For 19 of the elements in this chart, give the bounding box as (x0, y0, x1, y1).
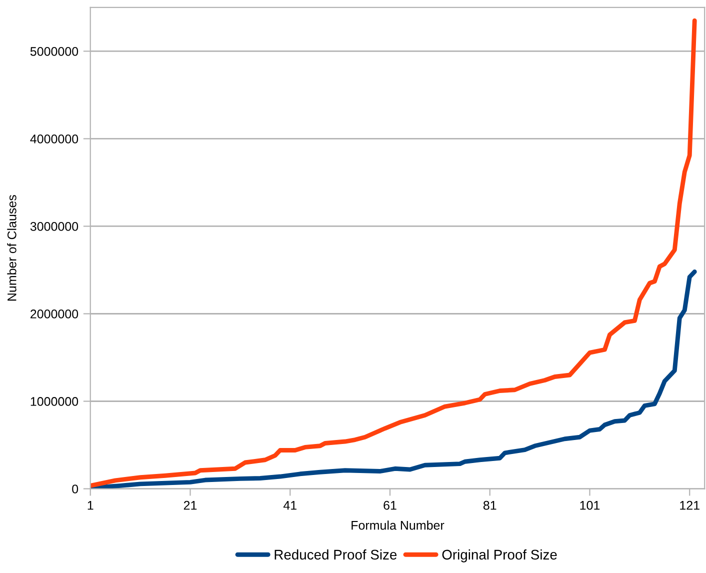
y-axis-title: Number of Clauses (7, 195, 16, 301)
y-tick-label: 1000000 (30, 397, 78, 406)
y-tick-label: 2000000 (30, 310, 78, 318)
y-tick-label: 0 (72, 484, 78, 494)
x-tick-label: 1 (88, 501, 94, 510)
x-tick-label: 21 (184, 500, 197, 510)
line-series (90, 270, 697, 489)
x-axis-title: Formula Number (352, 520, 444, 530)
line-series (90, 18, 697, 488)
x-tick-label: 101 (580, 500, 600, 510)
x-tick-label: 41 (283, 501, 296, 510)
y-tick-label: 3000000 (30, 222, 78, 231)
legend-label: Reduced Proof Size (274, 549, 397, 560)
y-tick-label: 4000000 (30, 134, 78, 144)
legend-label: Original Proof Size (442, 549, 557, 562)
x-tick-label: 61 (384, 500, 396, 510)
y-tick-label: 5000000 (30, 47, 78, 56)
x-tick-label: 121 (680, 500, 700, 510)
x-tick-label: 81 (483, 500, 496, 510)
